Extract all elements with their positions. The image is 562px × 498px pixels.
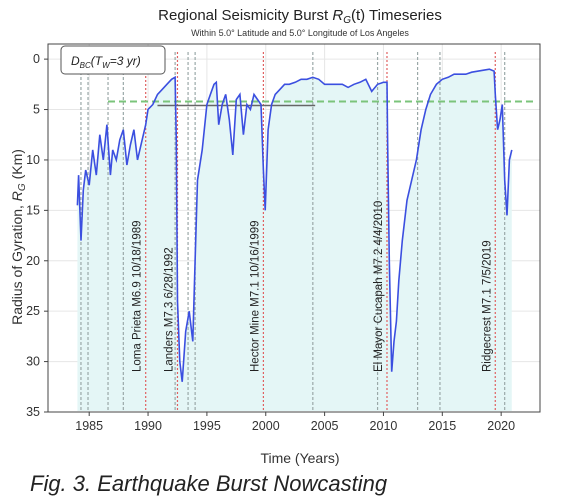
x-tick-label: 2015 bbox=[428, 419, 456, 433]
figure-caption: Fig. 3. Earthquake Burst Nowcasting bbox=[30, 471, 388, 496]
y-tick-label: 5 bbox=[33, 103, 40, 117]
y-tick-label: 15 bbox=[26, 203, 40, 217]
chart: Regional Seismicity Burst RG(t) Timeseri… bbox=[9, 7, 541, 466]
event-label: Ridgecrest M7.1 7/5/2019 bbox=[481, 240, 493, 372]
y-tick-label: 30 bbox=[26, 355, 40, 369]
x-tick-label: 2000 bbox=[252, 419, 280, 433]
legend: DBC(TW=3 yr) bbox=[60, 45, 166, 75]
x-tick-label: 1990 bbox=[134, 419, 162, 433]
x-tick-label: 1995 bbox=[193, 419, 221, 433]
y-tick-label: 25 bbox=[26, 304, 40, 318]
y-tick-label: 10 bbox=[26, 153, 40, 167]
chart-title: Regional Seismicity Burst RG(t) Timeseri… bbox=[158, 7, 442, 26]
legend-box bbox=[60, 45, 166, 75]
event-label: Landers M7.3 6/28/1992 bbox=[164, 247, 176, 372]
chart-subtitle: Within 5.0° Latitude and 5.0° Longitude … bbox=[191, 28, 409, 38]
plot-area: Loma Prieta M6.9 10/18/1989 Landers M7.3 … bbox=[47, 43, 541, 413]
event-label: Loma Prieta M6.9 10/18/1989 bbox=[132, 220, 144, 372]
x-tick-label: 2010 bbox=[370, 419, 398, 433]
plot-frame bbox=[47, 43, 541, 413]
x-tick-label: 2020 bbox=[487, 419, 515, 433]
x-axis-ticks: 1985 1990 1995 2000 2005 2010 2015 2020 bbox=[75, 412, 515, 433]
x-axis-label: Time (Years) bbox=[260, 450, 339, 466]
y-tick-label: 35 bbox=[26, 405, 40, 419]
event-label: El Mayor Cucapah M7.2 4/4/2010 bbox=[373, 201, 385, 372]
y-axis-ticks: 0 5 10 15 20 25 30 35 bbox=[26, 52, 48, 419]
event-labels: Loma Prieta M6.9 10/18/1989 Landers M7.3 … bbox=[132, 201, 494, 372]
y-tick-label: 20 bbox=[26, 254, 40, 268]
series-fill-area bbox=[77, 69, 512, 411]
legend-label: DBC(TW=3 yr) bbox=[71, 54, 141, 70]
series-line bbox=[76, 68, 513, 382]
event-label: Hector Mine M7.1 10/16/1999 bbox=[249, 220, 261, 372]
x-tick-label: 2005 bbox=[311, 419, 339, 433]
y-tick-label: 0 bbox=[33, 52, 40, 66]
y-axis-label: Radius of Gyration, RG (Km) bbox=[9, 149, 28, 325]
x-tick-label: 1985 bbox=[75, 419, 103, 433]
